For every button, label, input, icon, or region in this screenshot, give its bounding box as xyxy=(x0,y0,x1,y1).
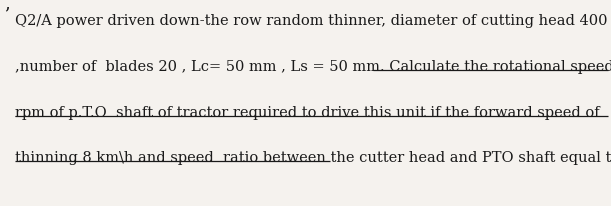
Text: rpm of p.T.O  shaft of tractor required to drive this unit if the forward speed : rpm of p.T.O shaft of tractor required t… xyxy=(15,105,600,119)
Text: thinning 8 km\h and speed  ratio between the cutter head and PTO shaft equal to : thinning 8 km\h and speed ratio between … xyxy=(15,150,611,164)
Text: ,number of  blades 20 , Lc= 50 mm , Ls = 50 mm. Calculate the rotational speed i: ,number of blades 20 , Lc= 50 mm , Ls = … xyxy=(15,60,611,74)
Text: Q2/A power driven down-the row random thinner, diameter of cutting head 400 mm: Q2/A power driven down-the row random th… xyxy=(15,14,611,28)
Text: ʼ: ʼ xyxy=(3,6,9,24)
